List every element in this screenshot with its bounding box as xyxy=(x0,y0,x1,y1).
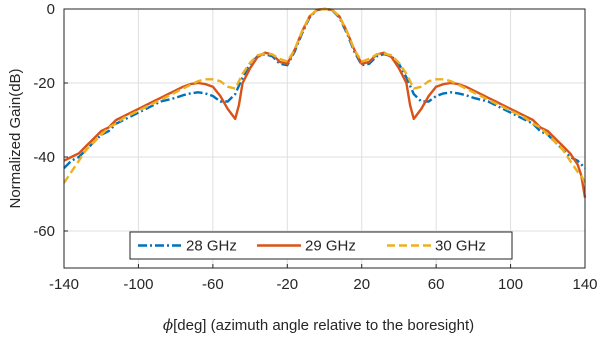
legend-label-2: 29 GHz xyxy=(305,238,356,255)
y-tick-label: -20 xyxy=(33,75,55,92)
x-axis-label-text: [deg] (azimuth angle relative to the bor… xyxy=(173,317,474,334)
x-tick-label: 60 xyxy=(428,276,445,293)
x-tick-label: 100 xyxy=(498,276,523,293)
x-tick-label: 20 xyxy=(353,276,370,293)
legend-box xyxy=(129,231,513,260)
legend: 28 GHz 29 GHz 30 GHz xyxy=(129,231,513,260)
series-line-1 xyxy=(63,7,586,169)
series-group xyxy=(63,7,587,198)
legend-label-1: 28 GHz xyxy=(186,238,237,255)
y-tick-label: 0 xyxy=(47,1,55,18)
x-tick-label: -60 xyxy=(202,276,224,293)
grid xyxy=(63,8,586,268)
legend-label-3: 30 GHz xyxy=(435,238,486,255)
y-tick-label: -40 xyxy=(33,149,55,166)
tick-labels: -140 -100 -60 -20 20 60 100 140 0 -20 -40 -60 xyxy=(33,1,597,293)
y-tick-label: -60 xyxy=(33,223,55,240)
x-tick-label: -140 xyxy=(49,276,79,293)
plot-frame xyxy=(63,8,586,269)
x-tick-label: -20 xyxy=(276,276,298,293)
x-tick-label: -100 xyxy=(123,276,153,293)
x-tick-label: 140 xyxy=(572,276,597,293)
series-line-2 xyxy=(63,7,587,198)
x-axis-label: ϕ[deg] (azimuth angle relative to the bo… xyxy=(163,316,474,334)
y-axis-label: Normalized Gain(dB) xyxy=(7,68,24,208)
x-axis-label-symbol: ϕ xyxy=(163,316,173,334)
